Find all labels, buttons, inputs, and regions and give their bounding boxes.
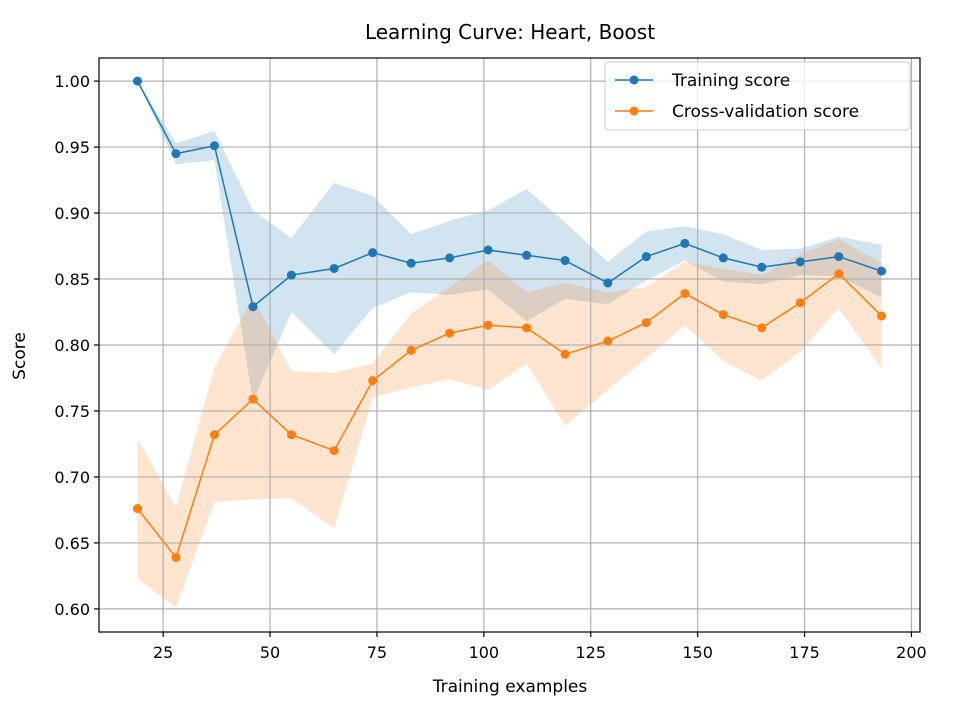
point-series-1 (718, 310, 728, 320)
point-series-0 (603, 278, 613, 288)
y-tick-label: 0.90 (54, 204, 90, 223)
point-series-1 (132, 504, 142, 514)
point-series-0 (560, 256, 570, 266)
point-series-1 (680, 289, 690, 299)
y-tick-label: 0.80 (54, 336, 90, 355)
line-series-0 (136, 80, 882, 309)
point-series-0 (522, 250, 532, 260)
point-series-1 (248, 394, 258, 404)
y-axis-label: Score (10, 332, 30, 380)
point-series-1 (483, 320, 493, 330)
x-tick-label: 50 (260, 643, 280, 662)
point-series-1 (641, 318, 651, 328)
legend-label-cv: Cross-validation score (672, 102, 859, 122)
score-bands (137, 81, 882, 608)
point-series-0 (329, 263, 339, 273)
grid-lines (99, 58, 920, 632)
point-series-1 (406, 345, 416, 355)
y-tick-label: 0.60 (54, 600, 90, 619)
point-series-0 (445, 253, 455, 263)
point-series-1 (329, 446, 339, 456)
line-series-1 (136, 272, 883, 560)
x-tick-label: 200 (896, 643, 927, 662)
point-series-0 (171, 149, 181, 159)
legend-marker-training (629, 75, 639, 85)
chart-title: Learning Curve: Heart, Boost (365, 20, 655, 44)
point-series-0 (834, 252, 844, 262)
x-tick-label: 175 (789, 643, 820, 662)
point-series-1 (834, 269, 844, 279)
point-series-1 (560, 349, 570, 359)
point-series-0 (483, 245, 493, 255)
x-tick-label: 100 (469, 643, 500, 662)
point-series-0 (877, 266, 887, 276)
legend-marker-cv (629, 106, 639, 116)
point-series-1 (522, 323, 532, 333)
y-tick-label: 0.75 (54, 402, 90, 421)
point-series-0 (209, 141, 219, 151)
point-series-0 (286, 270, 296, 280)
point-series-0 (718, 253, 728, 263)
point-series-0 (795, 257, 805, 267)
x-axis-label: Training examples (432, 677, 588, 697)
point-series-1 (209, 430, 219, 440)
point-series-1 (445, 328, 455, 338)
plot-area (98, 57, 921, 633)
y-tick-label: 0.65 (54, 534, 90, 553)
point-series-1 (877, 311, 887, 321)
y-tick-label: 0.95 (54, 138, 90, 157)
point-series-1 (171, 552, 181, 562)
point-series-0 (132, 76, 142, 86)
x-tick-label: 25 (153, 643, 173, 662)
y-axis-ticks: 0.60 0.65 0.70 0.75 0.80 0.85 0.90 0.95 1.00 (54, 72, 99, 619)
legend: Training score Cross-validation score (604, 61, 911, 131)
point-series-0 (406, 258, 416, 268)
y-tick-label: 0.85 (54, 270, 90, 289)
point-series-0 (680, 238, 690, 248)
band-series-1 (137, 239, 882, 608)
point-series-0 (757, 262, 767, 272)
x-axis-ticks: 25 50 75 100 125 150 175 200 (153, 632, 927, 662)
point-series-1 (603, 336, 613, 346)
x-tick-label: 125 (575, 643, 606, 662)
y-tick-label: 0.70 (54, 468, 90, 487)
x-tick-label: 75 (367, 643, 387, 662)
x-tick-label: 150 (682, 643, 713, 662)
point-series-1 (286, 430, 296, 440)
point-series-1 (368, 376, 378, 386)
legend-label-training: Training score (671, 71, 790, 91)
y-tick-label: 1.00 (54, 72, 90, 91)
band-series-0 (137, 81, 882, 402)
series-lines (132, 76, 887, 562)
point-series-1 (757, 323, 767, 333)
legend-box (604, 61, 911, 131)
point-series-0 (368, 248, 378, 258)
point-series-0 (641, 252, 651, 262)
point-series-1 (795, 298, 805, 308)
point-series-0 (248, 302, 258, 312)
